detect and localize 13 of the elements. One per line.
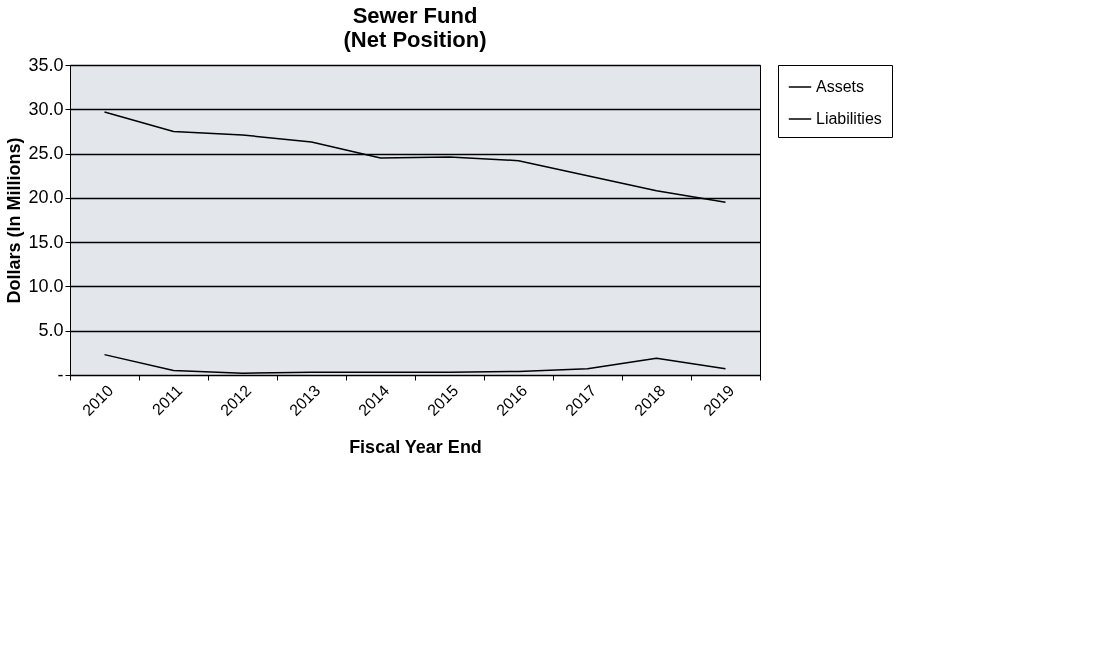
legend-label: Assets xyxy=(816,78,865,95)
chart-title: Sewer Fund (Net Position) xyxy=(343,3,487,52)
x-axis-title: Fiscal Year End xyxy=(349,436,482,457)
y-tick-label: 5.0 xyxy=(38,320,64,341)
y-tick-label: 30.0 xyxy=(28,98,64,119)
y-tick-label: 35.0 xyxy=(28,54,64,75)
y-tick-label: 20.0 xyxy=(28,187,64,208)
y-tick-label: - xyxy=(57,364,64,385)
y-axis-title: Dollars (In Millions) xyxy=(4,137,25,304)
legend-label: Liabilities xyxy=(816,110,882,127)
y-tick-label: 10.0 xyxy=(28,275,64,296)
y-tick-label: 15.0 xyxy=(28,231,64,252)
y-tick-label: 25.0 xyxy=(28,143,64,164)
